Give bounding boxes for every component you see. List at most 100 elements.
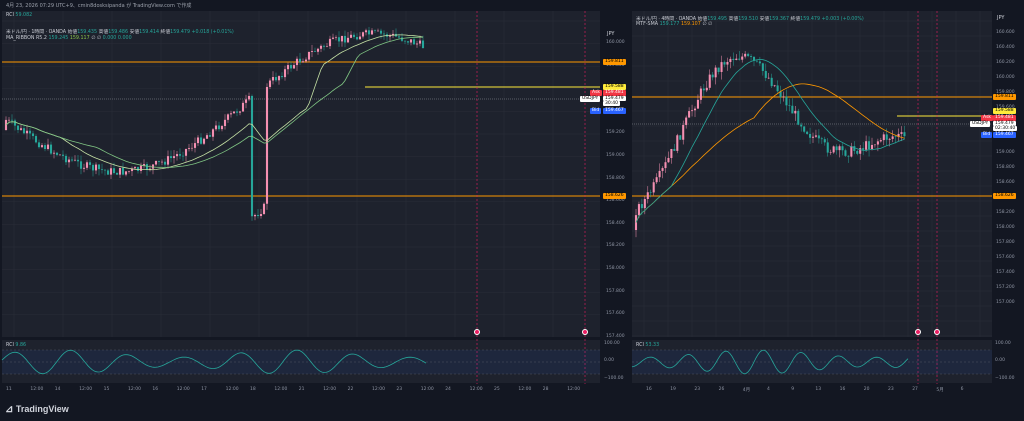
- candle-body: [750, 56, 753, 57]
- candle-body: [307, 51, 311, 60]
- right-x-axis-tick: 16: [839, 387, 846, 392]
- candle-body: [295, 58, 299, 66]
- candle-body: [220, 126, 224, 130]
- candle-body: [643, 199, 646, 209]
- tradingview-logo[interactable]: ⊿ TradingView: [5, 404, 69, 415]
- left-event-marker-1[interactable]: [474, 329, 480, 335]
- candle-body: [7, 119, 11, 121]
- candle-body: [343, 35, 347, 43]
- candle-body: [800, 124, 803, 127]
- left-main-pane[interactable]: [2, 11, 600, 337]
- left-y-axis-tick: 158.800: [606, 175, 625, 181]
- candle-body: [136, 167, 140, 171]
- right-x-axis-tick: 19: [670, 387, 676, 392]
- candle-body: [346, 37, 350, 43]
- candle-body: [865, 141, 868, 150]
- candle-body: [181, 155, 185, 157]
- candle-body: [667, 157, 670, 163]
- candle-body: [897, 133, 900, 137]
- candle-body: [649, 192, 652, 193]
- candle-body: [58, 154, 62, 156]
- left-rci-tick-minus100: −100.00: [604, 376, 624, 381]
- candle-body: [262, 203, 266, 215]
- right-x-axis-tick: 26: [718, 387, 725, 392]
- candle-body: [652, 182, 655, 193]
- candle-body: [280, 76, 284, 78]
- candle-body: [859, 148, 862, 154]
- left-x-axis-tick: 18: [250, 387, 256, 392]
- candle-body: [373, 30, 377, 31]
- candle-body: [844, 150, 847, 156]
- candle-body: [776, 85, 779, 92]
- candle-body: [702, 88, 705, 91]
- left-x-axis-tick: 12:00: [30, 387, 44, 392]
- candle-body: [714, 67, 717, 78]
- candle-body: [685, 117, 688, 125]
- left-x-axis-tick: 14: [54, 387, 61, 392]
- candle-body: [34, 136, 38, 143]
- candle-body: [809, 133, 812, 138]
- candle-body: [761, 63, 764, 71]
- candle-body: [85, 162, 89, 168]
- candle-body: [794, 110, 797, 114]
- candle-body: [391, 33, 395, 36]
- candle-body: [691, 110, 694, 112]
- candle-body: [238, 111, 242, 113]
- right-y-axis-tick: 160.600: [996, 30, 1015, 35]
- right-mtf-sma-indicator[interactable]: MTF-SMA 159.177 159.107 ∅ ∅: [636, 22, 713, 27]
- candle-body: [217, 125, 221, 130]
- left-x-axis-tick: 12:00: [274, 387, 288, 392]
- candle-body: [850, 146, 853, 157]
- candle-body: [115, 172, 119, 175]
- left-y-axis-tick: 159.200: [606, 130, 625, 136]
- candle-body: [166, 156, 170, 165]
- candle-body: [699, 88, 702, 100]
- candle-body: [732, 58, 735, 60]
- candle-body: [145, 164, 149, 170]
- candle-body: [658, 170, 661, 178]
- right-lower-line-tag: 158.626: [993, 193, 1016, 199]
- left-x-axis-tick: 22: [347, 387, 354, 392]
- left-y-axis-tick: 159.000: [606, 153, 625, 158]
- candle-body: [235, 111, 239, 113]
- candle-body: [61, 154, 65, 156]
- candle-body: [767, 77, 770, 79]
- left-rci-pane[interactable]: [2, 340, 600, 383]
- right-event-marker-2[interactable]: [934, 329, 940, 335]
- candle-body: [388, 35, 392, 37]
- candle-body: [268, 80, 272, 88]
- candle-body: [304, 59, 308, 62]
- candle-body: [340, 35, 344, 42]
- candle-body: [735, 58, 738, 60]
- candle-body: [49, 144, 53, 154]
- left-chart-title: 米ドル/円 · 1時間 · OANDA 始値159.435 高値159.486 …: [6, 30, 234, 35]
- right-y-axis-tick: 157.400: [996, 270, 1015, 275]
- candle-body: [708, 74, 711, 88]
- right-y-axis-tick: 158.000: [996, 225, 1015, 230]
- right-x-axis-tick: 23: [888, 387, 894, 392]
- left-y-axis-tick: 157.400: [606, 333, 625, 339]
- candle-body: [711, 74, 714, 78]
- right-y-axis-tick: 159.000: [996, 150, 1015, 155]
- candle-body: [382, 33, 386, 35]
- candle-body: [773, 85, 776, 87]
- right-event-marker-1[interactable]: [915, 329, 921, 335]
- candle-body: [397, 36, 401, 38]
- candle-body: [73, 159, 77, 161]
- candle-body: [232, 111, 236, 114]
- right-currency-label: JPY: [997, 15, 1005, 21]
- candle-body: [172, 156, 176, 159]
- candle-body: [900, 132, 903, 134]
- left-y-axis-tick: 158.400: [606, 220, 625, 226]
- left-event-marker-2[interactable]: [582, 329, 588, 335]
- right-x-axis-tick: 13: [815, 387, 822, 392]
- left-ma-ribbon-indicator[interactable]: MA_RIBBON R5.2 159.245 159.117 ∅ ∅ 0.000…: [6, 36, 132, 41]
- candle-body: [112, 168, 116, 173]
- candle-body: [277, 76, 281, 81]
- right-rci-pane[interactable]: [632, 340, 992, 383]
- candle-body: [91, 164, 95, 171]
- candle-body: [43, 145, 47, 149]
- right-chart-title: 米ドル/円 · 4時間 · OANDA 始値159.495 高値159.510 …: [636, 17, 864, 22]
- left-x-axis-tick: 12:00: [225, 387, 239, 392]
